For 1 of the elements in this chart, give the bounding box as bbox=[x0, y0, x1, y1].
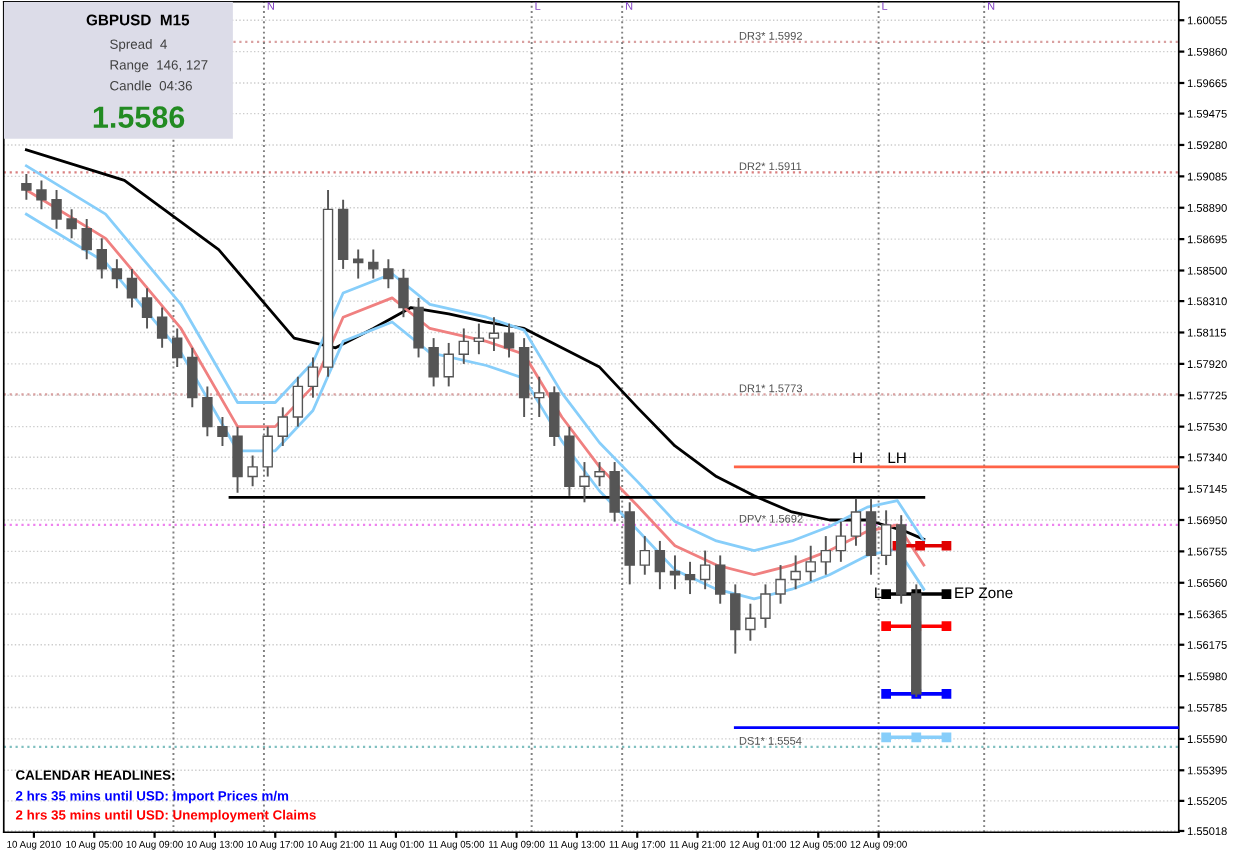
annotation: 1.5586 bbox=[93, 106, 185, 128]
